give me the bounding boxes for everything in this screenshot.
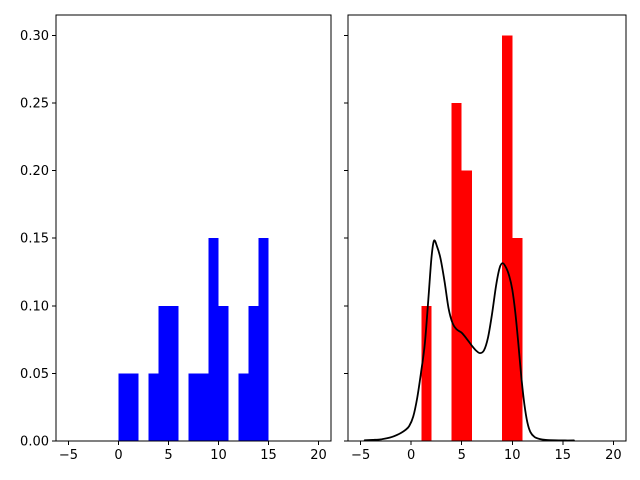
x-tick-label: −5 (59, 448, 78, 463)
y-tick-label: 0.05 (20, 367, 49, 382)
histogram-bar (198, 373, 209, 441)
x-tick-label: 20 (310, 448, 327, 463)
y-tick-label: 0.30 (20, 29, 49, 44)
x-tick-label: 5 (458, 448, 466, 463)
y-tick-label: 0.00 (20, 435, 49, 450)
x-tick-label: 15 (555, 448, 572, 463)
y-tick-label: 0.10 (20, 299, 49, 314)
histogram-bar (461, 170, 472, 441)
x-tick-label: 10 (504, 448, 521, 463)
histogram-bar (128, 373, 139, 441)
histogram-bar (158, 305, 169, 441)
histogram-bar (238, 373, 249, 441)
histogram-bar (208, 238, 219, 441)
histogram-bar (168, 305, 179, 441)
histogram-bar (188, 373, 199, 441)
kde-curve (363, 239, 575, 442)
x-tick-label: 15 (260, 448, 277, 463)
histogram-bar (148, 373, 159, 441)
histogram-bar (258, 238, 269, 441)
x-tick-label: 20 (605, 448, 622, 463)
x-tick-label: −5 (351, 448, 370, 463)
y-tick-label: 0.25 (20, 96, 49, 111)
histogram-bar (451, 102, 462, 442)
right-subplot: −5 0 5 10 15 20 (344, 14, 627, 463)
histogram-bar (248, 305, 259, 441)
histogram-bar (421, 305, 432, 441)
histogram-bar (118, 373, 129, 441)
y-tick-label: 0.20 (20, 164, 49, 179)
axes-frame (347, 14, 627, 442)
x-tick-label: 10 (210, 448, 227, 463)
histogram-bar (502, 35, 513, 442)
axes-frame (55, 14, 332, 442)
x-tick-label: 5 (164, 448, 172, 463)
histogram-bar (218, 305, 229, 441)
y-tick-label: 0.15 (20, 232, 49, 247)
left-subplot: −5 0 5 10 15 20 0.00 0.05 0.10 0.15 0.20 0.25 0.30 (20, 14, 332, 463)
x-tick-label: 0 (114, 448, 122, 463)
x-tick-label: 0 (407, 448, 415, 463)
